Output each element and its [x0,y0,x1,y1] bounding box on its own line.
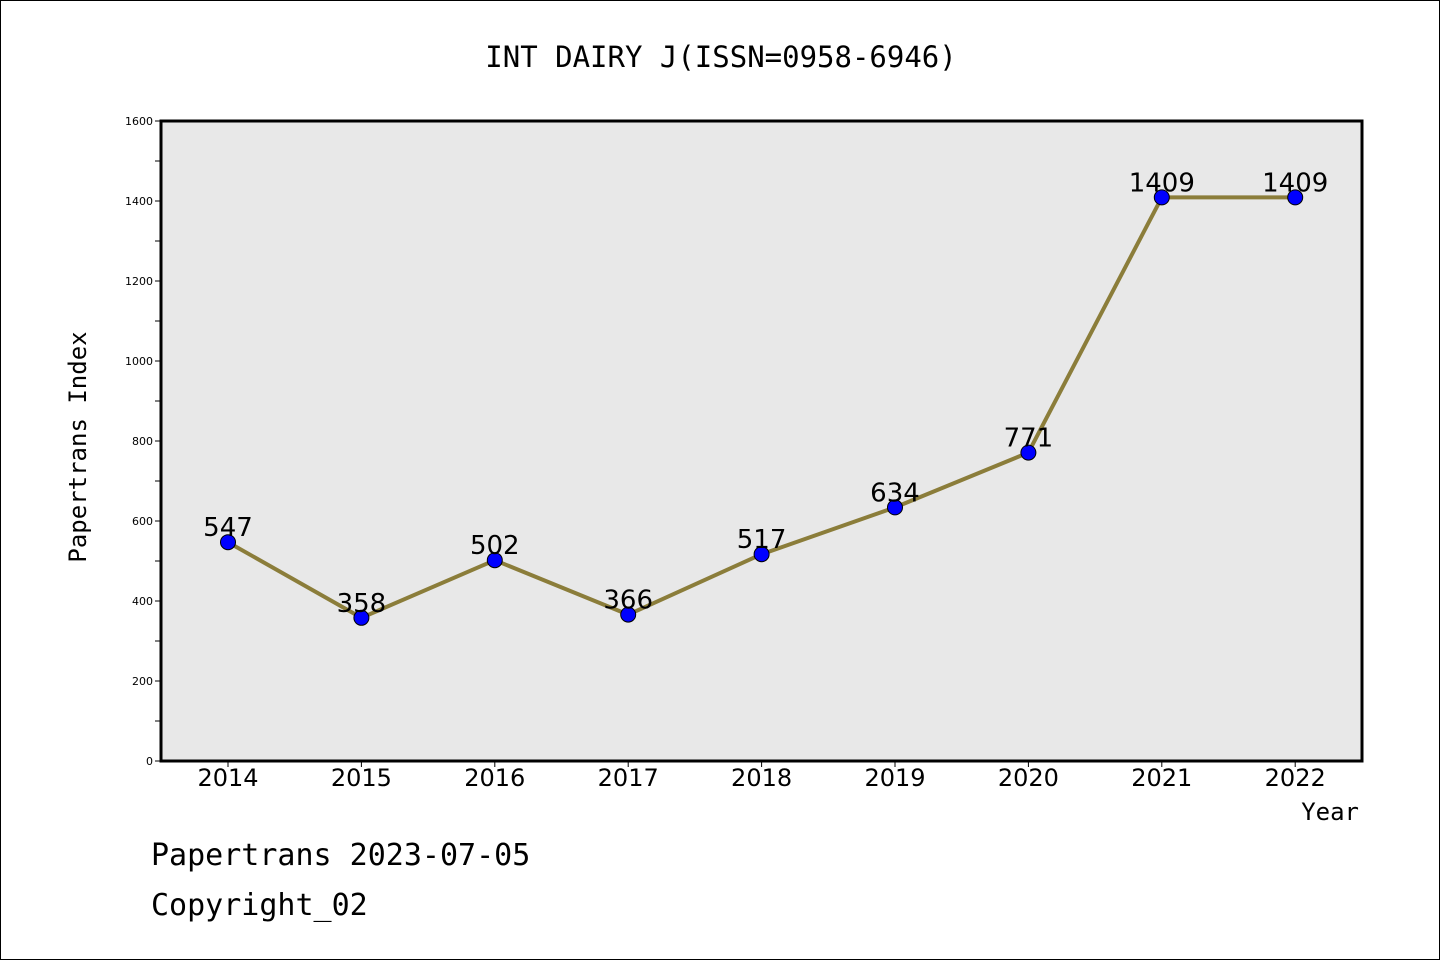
x-tick-label: 2015 [331,764,392,792]
data-label: 517 [737,525,787,555]
x-axis: 2014 2015 2016 2017 2018 2019 2020 2021 2022 [197,761,1326,792]
footer-copyright-text: Copyright_02 [151,888,368,923]
x-tick-label: 2016 [464,764,525,792]
data-label: 1409 [1262,168,1328,198]
data-label: 358 [337,589,387,619]
data-label: 771 [1004,424,1054,454]
y-tick-label: 800 [132,435,153,448]
y-tick-label: 1600 [125,115,153,128]
x-tick-label: 2018 [731,764,792,792]
x-tick-label: 2019 [864,764,925,792]
data-point [353,609,370,626]
data-point [220,534,236,551]
chart-title: INT DAIRY J(ISSN=0958-6946) [485,40,956,74]
data-point [1020,444,1037,461]
data-point [620,606,637,623]
y-tick-label: 600 [132,515,153,528]
y-tick-label: 1200 [125,275,153,288]
data-point [1153,189,1170,206]
data-point [887,499,903,516]
series-layer: 547 358 502 366 517 634 771 1409 1409 [203,168,1328,626]
y-tick-label: 0 [146,755,153,768]
data-point [1287,189,1304,206]
x-tick-label: 2017 [598,764,659,792]
data-label: 502 [470,531,520,561]
data-label: 366 [603,586,653,616]
data-label: 1409 [1129,168,1195,198]
data-label: 634 [870,478,920,508]
y-tick-label: 200 [132,675,153,688]
data-point [486,552,503,569]
x-tick-label: 2020 [998,764,1059,792]
x-tick-label: 2021 [1131,764,1192,792]
data-label: 547 [203,513,253,543]
y-tick-label: 1000 [125,355,153,368]
x-axis-label: Year [1301,798,1359,826]
data-point [753,546,770,563]
x-tick-label: 2022 [1265,764,1326,792]
x-tick-label: 2014 [197,764,258,792]
footer-date-text: Papertrans 2023-07-05 [151,838,530,873]
y-tick-label: 400 [132,595,153,608]
y-axis-label: Papertrans Index [64,331,92,562]
y-axis: 0 200 400 600 800 1000 1200 1400 1600 [125,115,161,768]
y-tick-label: 1400 [125,195,153,208]
plot-area [159,119,1364,763]
